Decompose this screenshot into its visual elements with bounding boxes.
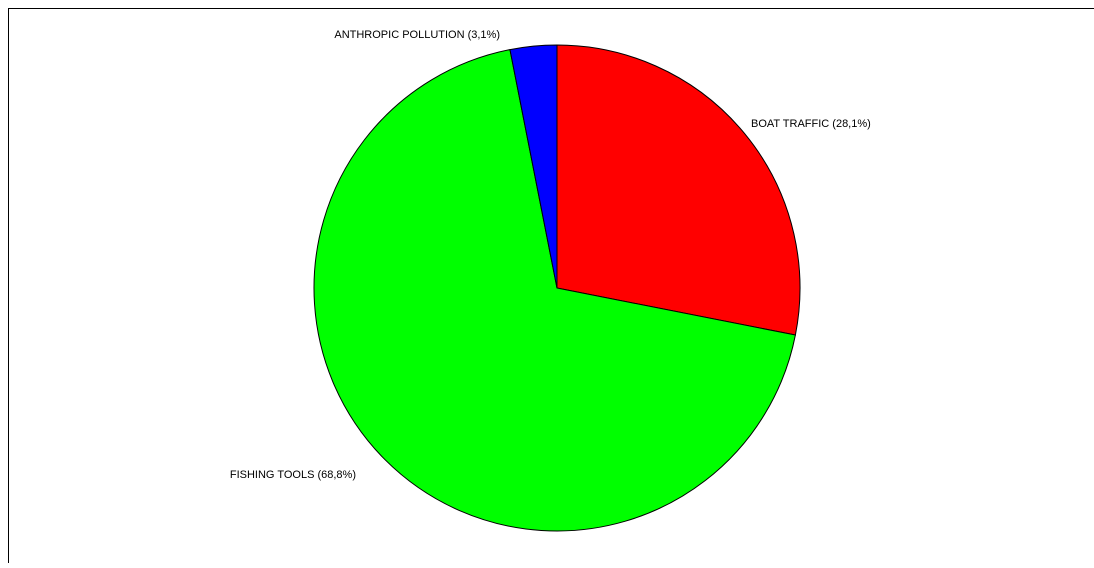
pie-slice-anthropic-pollution xyxy=(509,44,558,289)
pie-label-fishing-tools: FISHING TOOLS (68,8%) xyxy=(230,469,356,481)
pie-label-anthropic-pollution: ANTHROPIC POLLUTION (3,1%) xyxy=(334,29,500,41)
pie-slices xyxy=(313,44,801,532)
pie-slice-fishing-tools xyxy=(313,49,796,532)
pie-labels: BOAT TRAFFIC (28,1%) FISHING TOOLS (68,8%… xyxy=(230,29,871,481)
pie-slice-boat-traffic xyxy=(556,44,801,336)
pie-label-boat-traffic: BOAT TRAFFIC (28,1%) xyxy=(751,118,871,130)
